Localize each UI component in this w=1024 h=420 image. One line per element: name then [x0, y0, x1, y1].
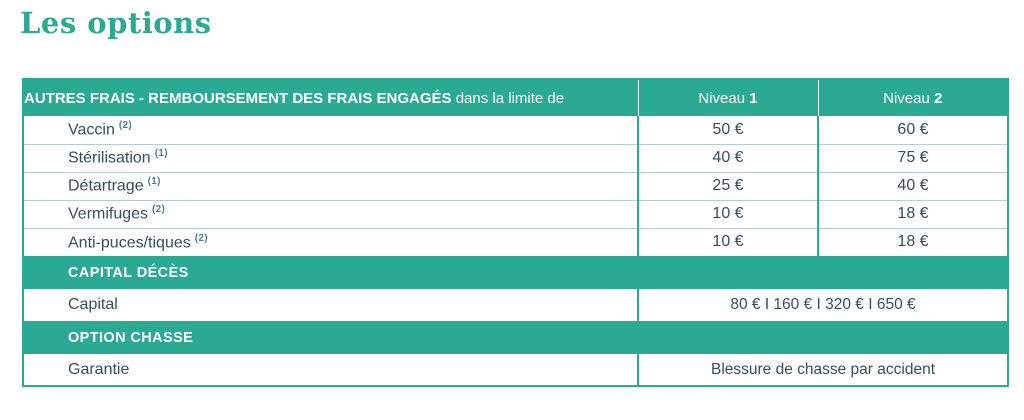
niveau2-value: 18 € — [817, 227, 1008, 256]
row-note: (2) — [118, 120, 132, 132]
header-niveau-2-label: Niveau — [883, 89, 934, 107]
table-header-row: AUTRES FRAIS - REMBOURSEMENT DES FRAIS E… — [23, 79, 1008, 116]
niveau1-value: 10 € — [637, 199, 818, 228]
garantie-value: Blessure de chasse par accident — [637, 354, 1008, 386]
table-row-garantie: Garantie Blessure de chasse par accident — [23, 354, 1008, 386]
row-note: (1) — [147, 176, 161, 188]
table-row-anti-puces-tiques: Anti-puces/tiques (2) 10 € 18 € — [23, 227, 1008, 256]
niveau2-value: 40 € — [817, 171, 1008, 200]
header-niveau-1: Niveau 1 — [637, 79, 818, 116]
header-niveau-1-number: 1 — [749, 89, 758, 107]
header-autres-frais-bold: AUTRES FRAIS - REMBOURSEMENT DES FRAIS E… — [24, 89, 452, 107]
niveau2-value: 75 € — [817, 143, 1008, 172]
options-table: AUTRES FRAIS - REMBOURSEMENT DES FRAIS E… — [22, 78, 1009, 387]
row-label-text: Vaccin — [68, 121, 115, 139]
header-autres-frais: AUTRES FRAIS - REMBOURSEMENT DES FRAIS E… — [23, 79, 638, 116]
row-note: (2) — [194, 232, 208, 244]
table-row-capital: Capital 80 € I 160 € I 320 € I 650 € — [23, 289, 1008, 321]
row-label-text: Vermifuges — [68, 205, 149, 223]
row-label-text: Détartrage — [68, 177, 144, 195]
table-row-detartrage: Détartrage (1) 25 € 40 € — [23, 171, 1008, 200]
section-header-capital-deces: CAPITAL DÉCÈS — [23, 256, 1008, 289]
page-title: Les options — [20, 6, 212, 40]
niveau2-value: 18 € — [817, 199, 1008, 228]
row-label: Stérilisation (1) — [23, 143, 638, 172]
niveau1-value: 10 € — [637, 227, 818, 256]
header-niveau-2-number: 2 — [934, 89, 943, 107]
section-header-label: CAPITAL DÉCÈS — [23, 256, 1008, 289]
table-row-vermifuges: Vermifuges (2) 10 € 18 € — [23, 199, 1008, 228]
capital-values: 80 € I 160 € I 320 € I 650 € — [637, 289, 1008, 321]
row-label-text: Anti-puces/tiques — [68, 233, 191, 251]
table-row-sterilisation: Stérilisation (1) 40 € 75 € — [23, 143, 1008, 172]
header-niveau-1-label: Niveau — [698, 89, 750, 107]
header-autres-frais-regular: dans la limite de — [451, 89, 565, 107]
row-label: Détartrage (1) — [23, 171, 638, 200]
niveau1-value: 40 € — [637, 143, 818, 172]
table-row-vaccin: Vaccin (2) 50 € 60 € — [23, 116, 1008, 144]
header-niveau-2: Niveau 2 — [817, 79, 1008, 116]
row-label: Vermifuges (2) — [23, 199, 638, 228]
section-header-label: OPTION CHASSE — [23, 321, 1008, 354]
row-note: (2) — [152, 204, 166, 216]
row-label: Vaccin (2) — [23, 116, 638, 144]
row-label-text: Stérilisation — [68, 149, 151, 167]
row-label: Anti-puces/tiques (2) — [23, 227, 638, 256]
row-label: Garantie — [68, 360, 130, 378]
niveau2-value: 60 € — [817, 116, 1008, 144]
niveau1-value: 50 € — [637, 116, 818, 144]
row-note: (1) — [154, 148, 168, 160]
section-header-option-chasse: OPTION CHASSE — [23, 321, 1008, 354]
niveau1-value: 25 € — [637, 171, 818, 200]
row-label: Capital — [68, 296, 118, 313]
